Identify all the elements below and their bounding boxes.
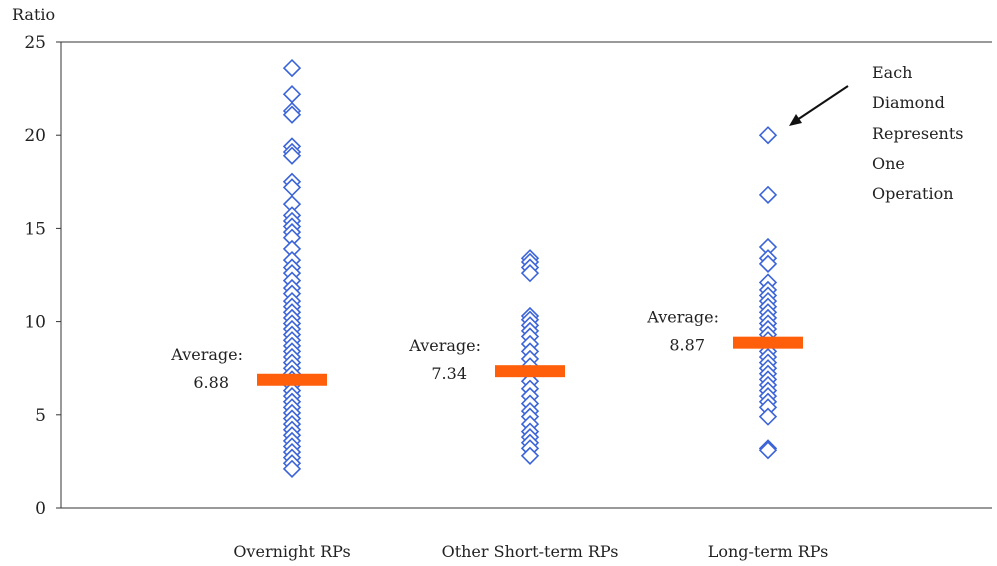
data-point-diamond bbox=[282, 105, 302, 124]
annotation-line-5: Operation bbox=[872, 184, 954, 203]
category-label: Overnight RPs bbox=[233, 542, 350, 561]
category-label: Other Short-term RPs bbox=[442, 542, 619, 561]
data-points bbox=[282, 58, 778, 478]
annotation-line-2: Diamond bbox=[872, 93, 945, 112]
y-tick-label: 20 bbox=[24, 126, 46, 146]
data-point-diamond bbox=[520, 264, 540, 283]
data-point-diamond bbox=[282, 85, 302, 104]
data-point-diamond bbox=[758, 254, 778, 273]
y-tick-label: 15 bbox=[24, 219, 46, 239]
y-tick-label: 10 bbox=[24, 313, 46, 333]
average-label: Average: bbox=[646, 308, 719, 327]
annotation-line-4: One bbox=[872, 154, 905, 173]
annotation-arrow-shaft bbox=[796, 85, 849, 121]
data-point-diamond bbox=[282, 459, 302, 478]
average-bar bbox=[733, 336, 803, 349]
category-label: Long-term RPs bbox=[708, 542, 829, 561]
data-point-diamond bbox=[758, 407, 778, 426]
average-value-label: 6.88 bbox=[193, 373, 229, 392]
annotation-arrow-head bbox=[789, 114, 802, 126]
data-point-diamond bbox=[758, 126, 778, 145]
average-label: Average: bbox=[408, 336, 481, 355]
data-point-diamond bbox=[758, 441, 778, 460]
y-tick-label: 5 bbox=[35, 406, 46, 426]
data-point-diamond bbox=[282, 58, 302, 78]
annotation-line-3: Represents bbox=[872, 124, 964, 143]
y-tick-label: 25 bbox=[24, 33, 46, 53]
data-point-diamond bbox=[520, 446, 540, 465]
data-point-diamond bbox=[758, 185, 778, 204]
annotation-line-1: Each bbox=[872, 63, 912, 82]
axes bbox=[60, 41, 992, 509]
category-labels: Overnight RPs Other Short-term RPs Long-te… bbox=[233, 542, 828, 561]
annotation: Each Diamond Represents One Operation bbox=[789, 63, 964, 203]
average-bar bbox=[495, 365, 565, 378]
average-markers: Average: 6.88 Average: 7.34 Average: 8.87 bbox=[170, 308, 803, 392]
y-tick-label: 0 bbox=[35, 499, 46, 519]
average-label: Average: bbox=[170, 345, 243, 364]
average-bar bbox=[257, 373, 327, 386]
average-value-label: 8.87 bbox=[669, 336, 705, 355]
y-ticks: 0 5 10 15 20 25 bbox=[24, 33, 61, 519]
average-value-label: 7.34 bbox=[431, 364, 467, 383]
y-axis-label: Ratio bbox=[12, 5, 55, 24]
data-point-diamond bbox=[282, 146, 302, 165]
